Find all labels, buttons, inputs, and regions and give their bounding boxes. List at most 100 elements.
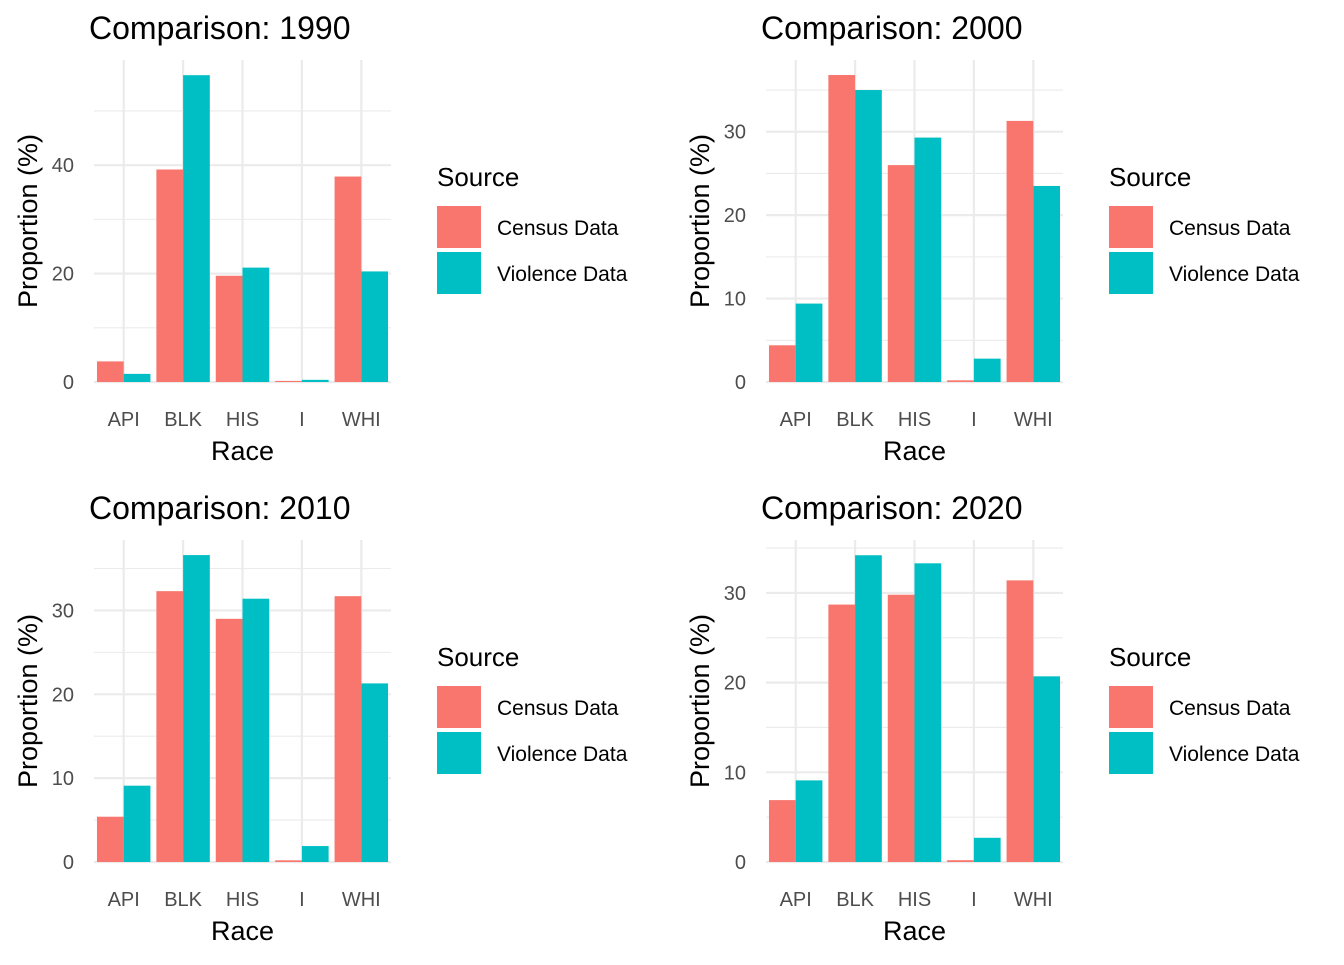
bar-census-his: [887, 165, 915, 382]
legend-key-violence: [1109, 252, 1153, 294]
x-axis-title: Race: [883, 436, 946, 466]
x-tick-label-his: HIS: [898, 889, 931, 911]
bar-violence-his: [914, 563, 942, 862]
panel-3: 0 10 20 30 API BLK HIS I WHI Comparison: 2020 Race…: [685, 490, 1300, 946]
y-tick-label: 40: [52, 155, 74, 177]
y-tick-label: 0: [735, 372, 746, 394]
bar-census-api: [768, 345, 796, 382]
legend-label-census: Census Data: [1169, 697, 1291, 720]
chart-title: Comparison: 2010: [89, 490, 350, 526]
bar-violence-whi: [1033, 185, 1061, 382]
legend-key-census: [437, 686, 481, 728]
legend: Source Census Data Violence Data: [437, 642, 628, 774]
bar-census-blk: [156, 169, 184, 382]
panel-0: 0 20 40 API BLK HIS I WHI Comparison: 1990 Race Pr…: [13, 10, 628, 466]
bar-census-blk: [828, 75, 856, 383]
x-tick-label-blk: BLK: [836, 409, 874, 431]
bar-census-whi: [1006, 580, 1034, 862]
bar-violence-his: [242, 267, 270, 382]
y-axis-title: Proportion (%): [13, 134, 43, 308]
x-axis-title: Race: [211, 436, 274, 466]
bar-violence-api: [123, 785, 151, 862]
legend-label-census: Census Data: [497, 697, 619, 720]
x-axis-title: Race: [883, 916, 946, 946]
bar-violence-whi: [361, 683, 389, 862]
legend: Source Census Data Violence Data: [437, 162, 628, 294]
bar-census-whi: [1006, 120, 1034, 383]
x-tick-label-whi: WHI: [1014, 889, 1053, 911]
legend-title: Source: [1109, 162, 1191, 192]
y-tick-label: 10: [724, 762, 746, 784]
panel-1: 0 10 20 30 API BLK HIS I WHI Comparison: 2000 Race…: [685, 10, 1300, 466]
legend-label-census: Census Data: [497, 217, 619, 240]
legend: Source Census Data Violence Data: [1109, 642, 1300, 774]
x-tick-label-whi: WHI: [342, 409, 381, 431]
bar-violence-api: [795, 780, 823, 862]
legend-label-violence: Violence Data: [497, 743, 628, 766]
y-tick-label: 20: [52, 264, 74, 286]
bar-census-api: [96, 816, 124, 862]
bar-violence-i: [973, 837, 1001, 862]
x-tick-label-blk: BLK: [836, 889, 874, 911]
bar-census-blk: [828, 604, 856, 862]
bar-census-his: [215, 618, 243, 862]
bar-census-api: [96, 361, 124, 382]
x-tick-label-his: HIS: [226, 409, 259, 431]
legend: Source Census Data Violence Data: [1109, 162, 1300, 294]
chart-title: Comparison: 1990: [89, 10, 350, 46]
panel-2: 0 10 20 30 API BLK HIS I WHI Comparison: 2010 Race…: [13, 490, 628, 946]
x-tick-label-whi: WHI: [342, 889, 381, 911]
bar-violence-i: [301, 846, 329, 862]
bar-violence-api: [795, 303, 823, 382]
x-tick-label-i: I: [299, 409, 305, 431]
x-tick-label-his: HIS: [898, 409, 931, 431]
bar-violence-his: [242, 598, 270, 862]
x-tick-label-his: HIS: [226, 889, 259, 911]
y-axis-title: Proportion (%): [13, 614, 43, 788]
bar-census-blk: [156, 591, 184, 862]
y-tick-label: 30: [52, 600, 74, 622]
y-tick-label: 0: [63, 372, 74, 394]
bar-census-i: [275, 380, 302, 382]
y-tick-label: 0: [63, 852, 74, 874]
chart-title: Comparison: 2000: [761, 10, 1022, 46]
x-axis-title: Race: [211, 916, 274, 946]
bar-census-i: [947, 380, 974, 382]
bar-violence-blk: [855, 90, 882, 382]
x-tick-label-api: API: [108, 409, 140, 431]
x-tick-label-blk: BLK: [164, 889, 202, 911]
y-tick-label: 20: [724, 673, 746, 695]
x-tick-label-i: I: [971, 409, 977, 431]
x-tick-label-i: I: [299, 889, 305, 911]
bar-violence-blk: [183, 555, 210, 862]
bar-violence-whi: [1033, 676, 1061, 862]
bar-census-his: [215, 275, 243, 382]
legend-label-violence: Violence Data: [497, 263, 628, 286]
bar-violence-api: [123, 373, 151, 382]
bar-violence-whi: [361, 271, 389, 382]
x-tick-label-api: API: [780, 409, 812, 431]
y-tick-label: 30: [724, 583, 746, 605]
legend-label-violence: Violence Data: [1169, 743, 1300, 766]
legend-key-census: [1109, 206, 1153, 248]
x-tick-label-whi: WHI: [1014, 409, 1053, 431]
y-tick-label: 10: [52, 768, 74, 790]
legend-key-census: [1109, 686, 1153, 728]
bar-violence-i: [973, 358, 1001, 382]
x-tick-label-i: I: [971, 889, 977, 911]
legend-title: Source: [437, 642, 519, 672]
x-tick-label-blk: BLK: [164, 409, 202, 431]
legend-key-census: [437, 206, 481, 248]
legend-title: Source: [437, 162, 519, 192]
y-tick-label: 30: [724, 122, 746, 144]
bar-violence-his: [914, 137, 942, 382]
x-tick-label-api: API: [780, 889, 812, 911]
bar-census-his: [887, 594, 915, 862]
bar-census-api: [768, 800, 796, 862]
bar-violence-blk: [855, 555, 882, 862]
bar-census-whi: [334, 176, 362, 382]
bar-census-whi: [334, 596, 362, 862]
y-tick-label: 20: [724, 205, 746, 227]
